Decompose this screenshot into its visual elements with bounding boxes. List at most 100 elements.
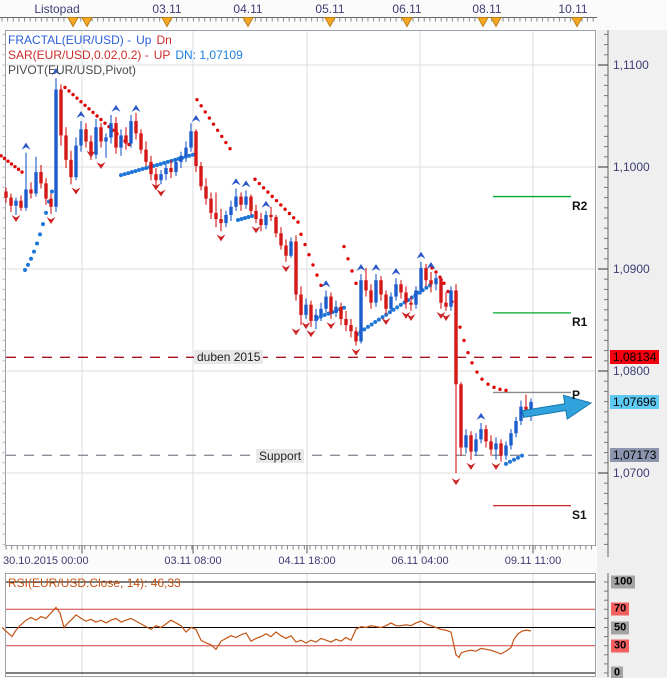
fractal-down-icon bbox=[306, 330, 316, 338]
sar-down-dot bbox=[211, 122, 216, 126]
session-marker-icon bbox=[67, 17, 79, 28]
fractal-down-icon bbox=[251, 226, 261, 234]
candle-body bbox=[234, 196, 238, 207]
sar-up-dot bbox=[191, 152, 195, 157]
sar-up-dot bbox=[516, 455, 520, 460]
candle-body bbox=[334, 306, 338, 313]
sar-up-dot bbox=[29, 256, 33, 261]
sar-down-dot bbox=[203, 110, 207, 114]
sar-down-dot bbox=[442, 281, 446, 285]
sar-up-dot bbox=[41, 222, 45, 227]
candle-body bbox=[74, 145, 78, 178]
price-axis-label: 1,1100 bbox=[613, 58, 649, 72]
candle-body bbox=[189, 131, 193, 148]
support-ray-label[interactable]: Support bbox=[256, 449, 305, 463]
fractal-down-icon bbox=[96, 161, 106, 169]
sar-up-dot bbox=[322, 313, 327, 318]
sar-down-dot bbox=[266, 190, 270, 194]
bottom-axis-date-label[interactable]: 06.11 04:00 bbox=[391, 555, 449, 567]
candle-body bbox=[94, 127, 98, 155]
session-marker-icon bbox=[324, 17, 336, 28]
fractal-up-icon bbox=[321, 280, 331, 288]
candle-body bbox=[449, 290, 453, 307]
candle-body bbox=[349, 325, 353, 332]
sar-up-dot bbox=[380, 315, 385, 320]
candle-body bbox=[149, 161, 153, 175]
bottom-axis-date-label[interactable]: 04.11 18:00 bbox=[278, 555, 336, 567]
candle-body bbox=[104, 137, 108, 142]
top-axis-date-label[interactable]: 06.11 bbox=[392, 2, 422, 16]
duben-2015-ray-label[interactable]: duben 2015 bbox=[194, 350, 264, 364]
bottom-axis-date-label[interactable]: 30.10.2015 00:00 bbox=[3, 555, 89, 567]
candle-body bbox=[219, 219, 223, 224]
candle-body bbox=[384, 294, 388, 309]
candle-body bbox=[474, 439, 478, 452]
top-axis-date-label[interactable]: Listopad bbox=[34, 2, 80, 16]
pivot-label-R1: R1 bbox=[572, 314, 588, 329]
candle-body bbox=[89, 141, 93, 155]
sar-down-dot bbox=[75, 96, 79, 100]
sar-dn-value: DN: 1,07109 bbox=[175, 48, 243, 62]
fractal-down-icon bbox=[451, 478, 461, 486]
sar-down-dot bbox=[498, 387, 502, 392]
candle-body bbox=[169, 168, 173, 173]
candle-body bbox=[374, 280, 378, 303]
sar-up-dot bbox=[246, 214, 251, 219]
candle-body bbox=[469, 435, 473, 452]
sar-up-dot bbox=[32, 249, 36, 254]
candle-body bbox=[139, 133, 143, 150]
price-axis-label: 1,0700 bbox=[613, 466, 650, 480]
top-axis-date-label[interactable]: 04.11 bbox=[233, 2, 263, 16]
price-axis-label: 1,0800 bbox=[613, 364, 650, 378]
candle-body bbox=[214, 212, 218, 220]
fractal-up-icon bbox=[76, 110, 86, 118]
candle-body bbox=[314, 314, 318, 322]
top-axis-date-label[interactable]: 08.11 bbox=[472, 2, 502, 16]
candle-body bbox=[429, 280, 433, 285]
fractal-up-icon bbox=[131, 104, 141, 112]
trend-arrow-icon[interactable] bbox=[521, 394, 593, 420]
session-marker-icon bbox=[401, 17, 413, 28]
candle-body bbox=[49, 198, 53, 207]
sar-up-dot bbox=[26, 262, 30, 267]
sar-down-dot bbox=[470, 361, 474, 365]
sar-up-dot bbox=[243, 216, 247, 220]
bottom-axis-date-label[interactable]: 09.11 11:00 bbox=[504, 555, 562, 567]
sar-down-dot bbox=[257, 181, 261, 186]
sar-down-dot bbox=[16, 167, 21, 172]
sar-down-dot bbox=[87, 107, 91, 111]
sar-down-dot bbox=[475, 370, 479, 374]
candle-body bbox=[29, 189, 33, 194]
sar-down-dot bbox=[311, 263, 315, 267]
sar-up-dot bbox=[129, 170, 134, 175]
session-marker-icon bbox=[81, 17, 93, 28]
candle-body bbox=[524, 406, 528, 410]
top-axis-date-label[interactable]: 03.11 bbox=[152, 2, 182, 16]
pivot-label-S1: S1 bbox=[572, 507, 587, 522]
candle-body bbox=[434, 278, 438, 285]
candle-body bbox=[369, 290, 373, 303]
top-axis-date-label[interactable]: 05.11 bbox=[315, 2, 345, 16]
bottom-axis-date-label[interactable]: 03.11 08:00 bbox=[164, 555, 222, 567]
sar-down-dot bbox=[215, 128, 220, 132]
candle-body bbox=[69, 159, 73, 178]
sar-up-dot bbox=[512, 457, 516, 462]
fractal-down-icon bbox=[156, 189, 166, 197]
fractal-down-icon bbox=[46, 217, 56, 225]
sar-up-dot bbox=[38, 232, 42, 237]
fractal-up-icon bbox=[476, 412, 486, 420]
sar-up-dot bbox=[391, 307, 396, 312]
sar-down-dot bbox=[13, 164, 17, 169]
candle-body bbox=[259, 219, 263, 226]
candle-body bbox=[389, 296, 393, 309]
top-axis-date-label[interactable]: 10.11 bbox=[558, 2, 588, 16]
sar-down-dot bbox=[287, 211, 292, 216]
fractal-up-icon bbox=[111, 104, 121, 112]
rsi-line bbox=[1, 606, 532, 659]
candle-body bbox=[164, 168, 168, 175]
sar-down-dot bbox=[486, 382, 490, 386]
sar-down-dot bbox=[303, 242, 307, 247]
fractal-up-icon bbox=[191, 115, 201, 123]
sar-up-dot bbox=[165, 159, 170, 164]
